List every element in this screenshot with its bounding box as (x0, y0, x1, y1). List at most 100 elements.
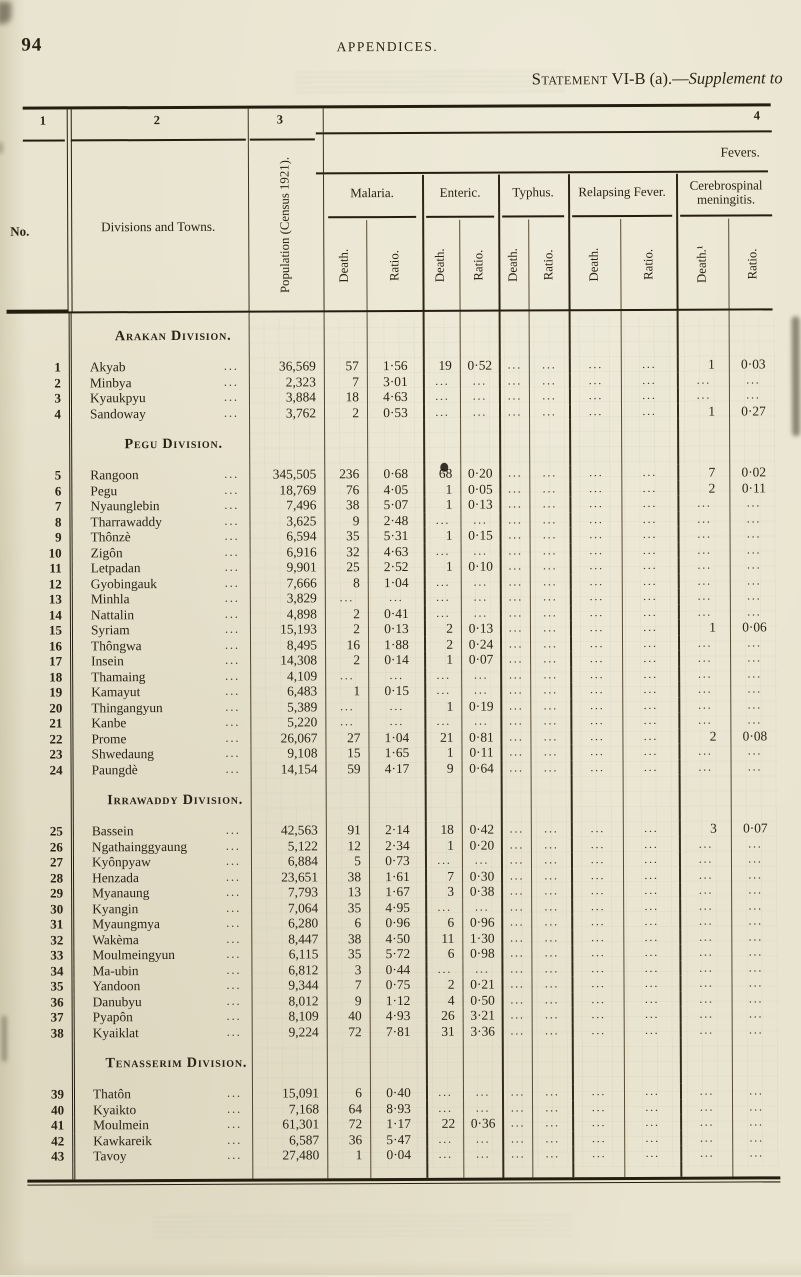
town-name: Insein (91, 653, 124, 669)
population-value: 18,769 (249, 481, 325, 498)
relapsing-fever-ratio: ... (622, 851, 680, 868)
division-spacer-cell (324, 420, 368, 467)
typhus-ratio: ... (529, 620, 570, 636)
cerebrospinal-ratio: ... (731, 913, 780, 930)
population-value: 7,064 (251, 899, 327, 916)
enteric-deaths: 2 (423, 620, 461, 637)
relapsing-fever-deaths: ... (569, 635, 623, 652)
malaria-deaths: 8 (324, 574, 368, 591)
town-name: Thônzè (90, 529, 131, 545)
malaria-deaths: 1 (327, 1147, 371, 1163)
header-rule-col2 (70, 138, 246, 141)
population-value: 9,224 (251, 1023, 327, 1040)
cerebrospinal-deaths: ... (679, 960, 732, 976)
relapsing-fever-ratio: ... (620, 372, 677, 389)
cerebrospinal-ratio: 0·06 (729, 619, 778, 636)
enteric-deaths: 1 (424, 651, 462, 668)
population-value: 7,496 (249, 497, 325, 514)
malaria-ratio: 1·88 (367, 636, 425, 653)
malaria-ratio: 4·17 (368, 760, 425, 777)
relapsing-fever-ratio: ... (620, 356, 677, 373)
division-spacer-cell (621, 418, 678, 466)
enteric-ratio: ... (461, 682, 501, 699)
typhus-deaths: ... (498, 403, 530, 420)
column-number-1: 1 (39, 113, 47, 128)
relapsing-fever-deaths: ... (572, 1099, 625, 1116)
malaria-deaths: 15 (325, 745, 369, 761)
malaria-ratio: 1·65 (368, 744, 425, 761)
malaria-deaths: ... (325, 667, 369, 684)
typhus-deaths: ... (501, 945, 532, 962)
statement-title: Statement VI-B (a).—Supplement to (532, 68, 783, 89)
enteric-deaths: ... (423, 512, 461, 528)
row-number: 31 (50, 916, 64, 932)
relapsing-fever-deaths: ... (569, 527, 622, 543)
typhus-ratio: ... (530, 682, 571, 698)
cerebrospinal-deaths: 7 (677, 464, 730, 481)
enteric-ratio: ... (461, 713, 501, 730)
fevers-top-rule (315, 130, 772, 135)
malaria-deaths: 9 (326, 992, 370, 1009)
typhus-ratio: ... (532, 1146, 573, 1162)
relapsing-fever-ratio: ... (622, 836, 679, 853)
town-cell: Letpadan... (69, 559, 250, 576)
relapsing-fever-deaths: ... (570, 852, 624, 868)
malaria-ratio: ... (368, 698, 425, 715)
division-spacer-cell (7, 421, 69, 467)
enteric-ratio: 0·81 (461, 729, 501, 745)
towns-column-header: Divisions and Towns. (101, 218, 216, 235)
row-number: 12 (48, 575, 62, 592)
enteric-deaths: ... (424, 667, 462, 683)
population-value: 61,301 (252, 1116, 328, 1133)
dots-leader: ... (227, 1116, 243, 1131)
population-value: 6,812 (251, 961, 327, 978)
cerebrospinal-ratio: ... (730, 665, 779, 682)
population-value: 6,483 (250, 683, 326, 700)
town-name: Nattalin (90, 606, 135, 622)
enteric-deaths: ... (425, 961, 463, 977)
town-name: Wakèma (92, 931, 139, 947)
enteric-deaths: 1 (423, 558, 461, 575)
relapsing-fever-deaths: ... (571, 945, 624, 961)
town-cell: Nyaunglebin... (69, 497, 250, 514)
malaria-deaths: 2 (323, 404, 368, 421)
typhus-ratio: ... (531, 991, 572, 1008)
malaria-ratio: 2·52 (367, 558, 424, 575)
typhus-ratio: ... (529, 465, 570, 481)
typhus-ratio: ... (531, 898, 572, 915)
spacer-cell (72, 1163, 253, 1179)
typhus-ratio: ... (530, 697, 571, 714)
division-spacer-cell (570, 775, 623, 822)
division-spacer-cell (676, 310, 729, 357)
town-cell: Kyaiklat... (71, 1024, 252, 1041)
dots-leader: ... (225, 683, 241, 698)
typhus-underline (502, 215, 565, 218)
table-header: 1 2 3 4 Fevers. Malaria. Enteric. Typhus… (0, 0, 798, 314)
relapsing-fever-deaths: ... (569, 465, 622, 481)
typhus-deaths: ... (501, 898, 532, 915)
relapsing-fever-ratio: ... (620, 387, 677, 404)
enteric-deaths: 31 (425, 1023, 463, 1039)
town-name: Kawkareik (93, 1132, 152, 1148)
cerebrospinal-underline (680, 214, 773, 217)
enteric-ratio: 0·96 (462, 914, 502, 931)
table-bottom-rule-thin (27, 1181, 781, 1186)
typhus-deaths: ... (501, 883, 532, 900)
division-spacer-cell (323, 312, 367, 359)
enteric-deaths: ... (426, 1100, 464, 1116)
typhus-ratio: ... (529, 558, 570, 574)
division-spacer-cell (366, 311, 423, 359)
enteric-ratio: ... (461, 667, 501, 683)
division-spacer-cell (501, 1038, 532, 1085)
population-value: 7,666 (249, 574, 325, 591)
enteric-ratio: ... (463, 1146, 503, 1163)
row-number: 28 (50, 869, 64, 886)
relapsing-fever-ratio: ... (621, 464, 678, 481)
town-cell: Minbya... (68, 374, 249, 391)
population-value: 14,154 (250, 760, 326, 777)
population-value: 6,594 (249, 528, 325, 545)
row-number: 14 (48, 606, 62, 623)
typhus-ratio: ... (530, 728, 571, 745)
cerebrospinal-ratio: ... (731, 975, 780, 992)
town-cell: Pyapôn... (71, 1008, 252, 1025)
